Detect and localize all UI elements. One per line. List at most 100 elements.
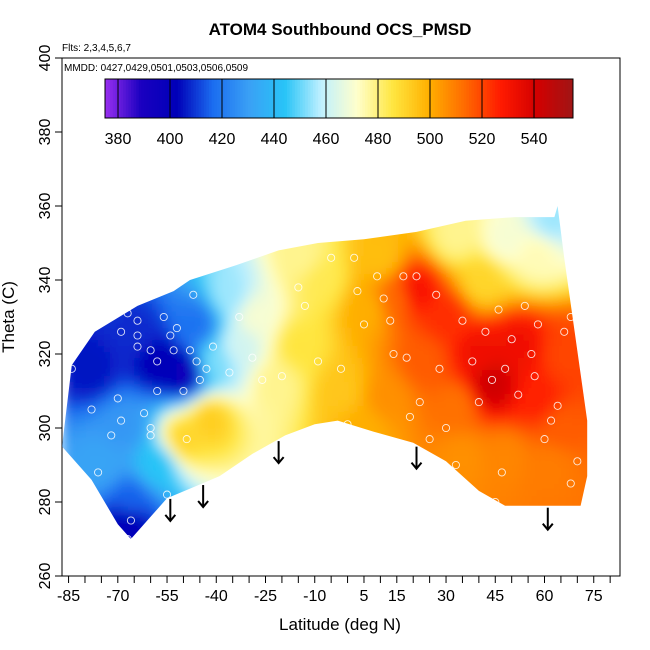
heatmap-cell	[320, 472, 327, 479]
heatmap-cell	[278, 208, 285, 215]
heatmap-cell	[350, 442, 357, 449]
heatmap-cell	[344, 196, 351, 203]
heatmap-cell	[182, 184, 189, 191]
heatmap-cell	[224, 526, 231, 533]
heatmap-cell	[146, 172, 153, 179]
heatmap-cell	[278, 490, 285, 497]
heatmap-cell	[62, 310, 69, 317]
heatmap-cell	[344, 316, 351, 323]
heatmap-cell	[248, 496, 255, 503]
heatmap-cell	[356, 310, 363, 317]
heatmap-cell	[224, 244, 231, 251]
heatmap-cell	[218, 496, 225, 503]
heatmap-cell	[278, 64, 285, 71]
heatmap-cell	[284, 538, 291, 539]
heatmap-cell	[308, 388, 315, 395]
heatmap-cell	[398, 206, 405, 209]
heatmap-cell	[332, 304, 339, 311]
heatmap-cell	[200, 562, 207, 569]
heatmap-cell	[134, 316, 141, 323]
heatmap-cell	[254, 268, 261, 275]
heatmap-cell	[104, 460, 111, 467]
heatmap-cell	[362, 286, 369, 293]
heatmap-cell	[200, 574, 207, 581]
heatmap-cell	[380, 118, 387, 125]
heatmap-cell	[92, 220, 99, 227]
heatmap-cell	[122, 448, 129, 455]
heatmap-cell	[116, 508, 123, 515]
heatmap-cell	[320, 304, 327, 311]
heatmap-cell	[284, 340, 291, 347]
heatmap-cell	[266, 304, 273, 311]
heatmap-cell	[254, 178, 261, 185]
heatmap-cell	[350, 568, 357, 575]
heatmap-cell	[338, 394, 345, 401]
heatmap-cell	[110, 502, 117, 509]
heatmap-cell	[356, 154, 363, 161]
heatmap-cell	[338, 268, 345, 275]
heatmap-cell	[236, 340, 243, 347]
heatmap-cell	[104, 550, 111, 557]
heatmap-cell	[314, 160, 321, 167]
heatmap-cell	[128, 568, 135, 575]
heatmap-cell	[146, 466, 153, 473]
heatmap-cell	[74, 436, 81, 443]
heatmap-cell	[296, 58, 303, 65]
heatmap-cell	[266, 206, 273, 209]
heatmap-cell	[374, 124, 381, 131]
heatmap-cell	[122, 472, 129, 479]
heatmap-cell	[344, 556, 351, 563]
heatmap-cell	[146, 292, 153, 299]
heatmap-cell	[248, 280, 255, 287]
heatmap-cell	[116, 178, 123, 185]
heatmap-cell	[398, 172, 405, 179]
heatmap-cell	[260, 154, 267, 161]
heatmap-cell	[182, 418, 189, 425]
heatmap-cell	[242, 556, 249, 563]
heatmap-cell	[116, 124, 123, 131]
heatmap-cell	[200, 454, 207, 461]
heatmap-cell	[320, 178, 327, 185]
heatmap-cell	[386, 316, 393, 323]
heatmap-cell	[62, 394, 69, 401]
heatmap-cell	[80, 136, 87, 143]
heatmap-cell	[242, 232, 249, 239]
heatmap-cell	[302, 376, 309, 383]
heatmap-cell	[158, 448, 165, 455]
heatmap-cell	[134, 448, 141, 455]
heatmap-cell	[386, 472, 393, 479]
heatmap-cell	[308, 268, 315, 275]
heatmap-cell	[128, 424, 135, 431]
heatmap-cell	[386, 64, 393, 71]
heatmap-cell	[206, 286, 213, 293]
heatmap-cell	[320, 274, 327, 281]
heatmap-cell	[218, 544, 225, 551]
heatmap-cell	[392, 322, 399, 329]
heatmap-cell	[194, 478, 201, 485]
heatmap-cell	[314, 400, 321, 407]
heatmap-cell	[344, 118, 351, 125]
heatmap-cell	[326, 430, 333, 437]
heatmap-cell	[146, 508, 153, 515]
heatmap-cell	[302, 472, 309, 479]
heatmap-cell	[374, 406, 381, 413]
heatmap-cell	[338, 124, 345, 131]
heatmap-cell	[188, 250, 195, 257]
heatmap-cell	[254, 298, 261, 305]
heatmap-cell	[74, 370, 81, 377]
heatmap-cell	[302, 490, 309, 497]
heatmap-cell	[236, 268, 243, 275]
heatmap-cell	[122, 196, 129, 203]
heatmap-cell	[272, 448, 279, 455]
heatmap-cell	[368, 520, 375, 527]
heatmap-cell	[218, 370, 225, 377]
heatmap-cell	[92, 166, 99, 173]
heatmap-cell	[128, 214, 135, 221]
heatmap-cell	[194, 286, 201, 293]
heatmap-cell	[128, 406, 135, 413]
heatmap-cell	[332, 310, 339, 317]
heatmap-cell	[122, 316, 129, 323]
heatmap-cell	[296, 568, 303, 575]
heatmap-cell	[164, 310, 171, 317]
heatmap-cell	[236, 244, 243, 251]
